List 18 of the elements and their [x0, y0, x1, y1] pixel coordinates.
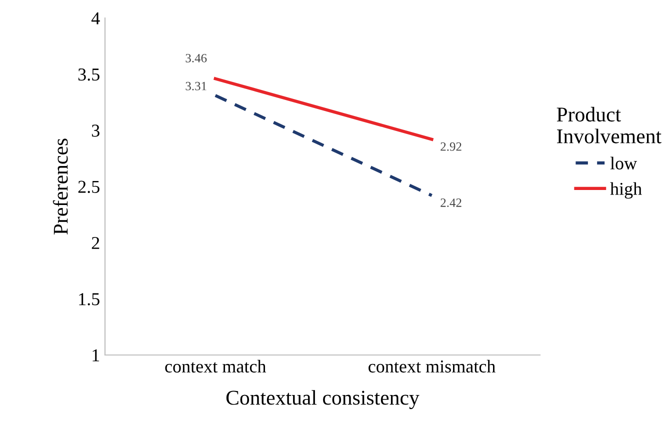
- legend-title: Product Involvement: [556, 106, 662, 144]
- y-axis-title: Preferences: [52, 138, 68, 234]
- x-axis-title: Contextual consistency: [226, 390, 420, 410]
- data-label: 2.92: [440, 142, 462, 151]
- y-tick-label: 1: [92, 349, 100, 362]
- y-tick-label: 3: [92, 124, 100, 137]
- x-tick-label: context mismatch: [368, 360, 496, 373]
- data-label: 3.46: [186, 54, 207, 62]
- data-label: 3.31: [186, 82, 206, 90]
- legend-label: low: [610, 156, 638, 170]
- y-tick-label: 3.5: [78, 68, 100, 81]
- y-tick-label: 4: [91, 12, 100, 24]
- data-label: 2.42: [440, 198, 462, 208]
- y-tick-label: 2: [92, 236, 100, 249]
- y-tick-label: 2.5: [78, 180, 100, 194]
- x-tick-label: context match: [165, 360, 266, 373]
- legend-label: high: [610, 182, 642, 199]
- y-tick-label: 1.5: [79, 293, 100, 306]
